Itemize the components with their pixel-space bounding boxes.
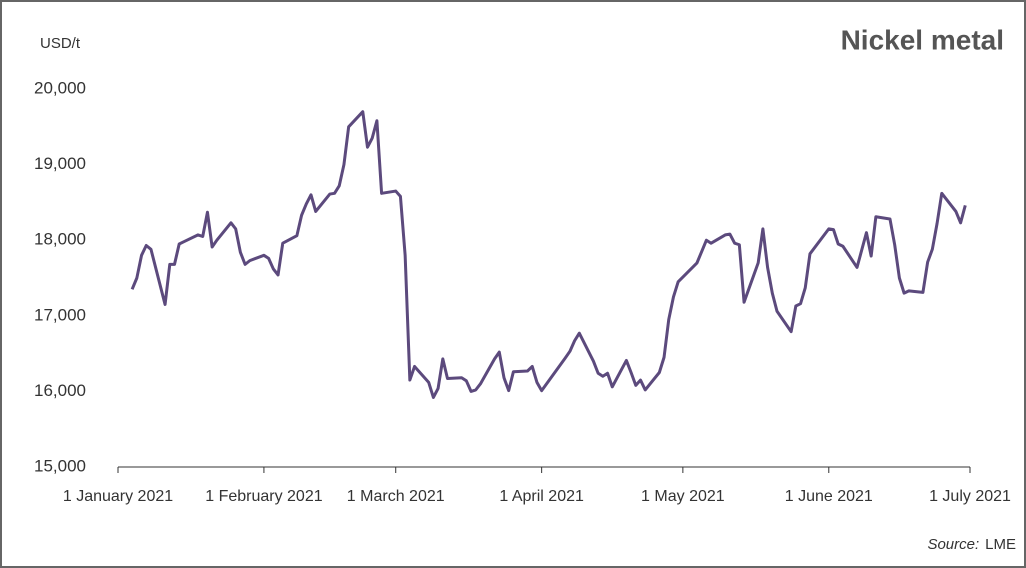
y-tick-label: 15,000	[34, 456, 86, 475]
x-tick-label: 1 July 2021	[929, 488, 1011, 505]
source-name: LME	[985, 536, 1016, 553]
y-tick-label: 17,000	[34, 305, 86, 324]
y-axis-label: USD/t	[40, 35, 81, 52]
x-tick-label: 1 March 2021	[347, 488, 445, 505]
x-tick-label: 1 February 2021	[205, 488, 323, 505]
source-label: Source:	[927, 536, 979, 553]
x-tick-label: 1 April 2021	[499, 488, 584, 505]
y-tick-label: 20,000	[34, 78, 86, 97]
y-tick-label: 19,000	[34, 154, 86, 173]
y-tick-label: 18,000	[34, 230, 86, 249]
x-tick-label: 1 January 2021	[63, 488, 173, 505]
source: Source: LME	[927, 536, 1016, 553]
x-tick-label: 1 May 2021	[641, 488, 725, 505]
chart-title: Nickel metal	[841, 24, 1004, 55]
price-line	[130, 110, 967, 399]
y-tick-label: 16,000	[34, 381, 86, 400]
x-tick-label: 1 June 2021	[785, 488, 873, 505]
